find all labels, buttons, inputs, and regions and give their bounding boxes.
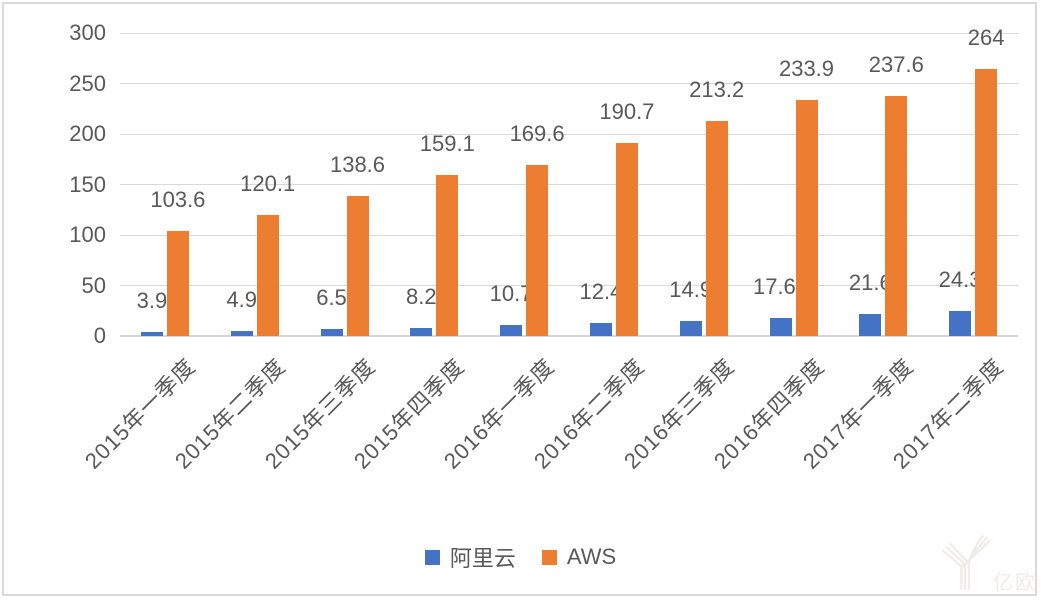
data-label-aws: 233.9: [778, 55, 835, 81]
legend-swatch-alicloud-icon: [424, 549, 440, 565]
legend-label-aws: AWS: [566, 544, 617, 569]
bar-aws: [256, 214, 279, 336]
data-label-aws: 190.7: [599, 99, 655, 125]
legend-item-alicloud: 阿里云: [424, 541, 516, 573]
bar-alicloud: [679, 320, 702, 336]
legend-label-alicloud: 阿里云: [449, 546, 516, 571]
bar-aws: [795, 99, 818, 336]
watermark-text: 亿欧: [993, 572, 1037, 594]
gridline: [120, 234, 1018, 236]
data-label-aws: 237.6: [868, 52, 924, 78]
bar-alicloud: [140, 332, 163, 336]
y-axis-tick-label: 250: [69, 70, 106, 96]
bar-alicloud: [589, 323, 612, 336]
data-label-aws: 159.1: [419, 131, 475, 157]
data-label-alicloud: 3.9: [136, 288, 168, 314]
data-label-alicloud: 8.2: [406, 283, 437, 309]
gridline: [120, 285, 1018, 286]
bar-alicloud: [230, 331, 253, 336]
y-axis-tick-label: 200: [69, 121, 106, 146]
gridline: [120, 133, 1018, 135]
y-axis-tick-label: 300: [69, 20, 106, 45]
legend-item-aws: AWS: [541, 544, 617, 570]
bar-aws: [885, 96, 908, 336]
bar-alicloud: [949, 311, 972, 336]
data-label-alicloud: 10.7: [489, 281, 533, 307]
bar-aws: [975, 69, 998, 336]
data-label-aws: 213.2: [689, 76, 745, 102]
data-label-aws: 103.6: [150, 187, 206, 213]
y-axis-tick-label: 150: [69, 171, 106, 197]
legend-swatch-aws-icon: [541, 549, 557, 565]
data-label-aws: 264: [967, 25, 1005, 51]
gridline: [120, 184, 1018, 185]
data-label-aws: 138.6: [329, 152, 386, 177]
data-label-alicloud: 14.9: [669, 276, 713, 302]
y-axis-tick-label: 0: [93, 323, 106, 348]
bar-aws: [705, 120, 728, 336]
x-axis-line: [120, 335, 1018, 337]
legend: 阿里云 AWS: [0, 541, 1041, 573]
data-label-alicloud: 21.6: [848, 270, 892, 296]
bar-alicloud: [320, 329, 343, 336]
data-label-alicloud: 4.9: [226, 287, 257, 313]
bar-aws: [346, 196, 369, 336]
bar-aws: [166, 231, 189, 336]
bar-alicloud: [769, 318, 792, 336]
gridline: [120, 32, 1018, 34]
data-label-alicloud: 12.4: [579, 279, 623, 305]
data-label-aws: 120.1: [240, 170, 296, 196]
bar-aws: [615, 143, 638, 336]
bar-alicloud: [410, 327, 433, 336]
bar-aws: [436, 175, 459, 336]
gridline: [120, 83, 1018, 84]
bar-alicloud: [859, 314, 882, 336]
data-label-aws: 169.6: [509, 120, 565, 146]
y-axis-tick-label: 100: [69, 222, 106, 247]
data-label-alicloud: 6.5: [316, 285, 347, 311]
data-label-alicloud: 24.3: [938, 267, 982, 293]
y-axis-tick-label: 50: [81, 272, 106, 298]
bar-alicloud: [500, 325, 523, 336]
bar-aws: [526, 164, 549, 336]
